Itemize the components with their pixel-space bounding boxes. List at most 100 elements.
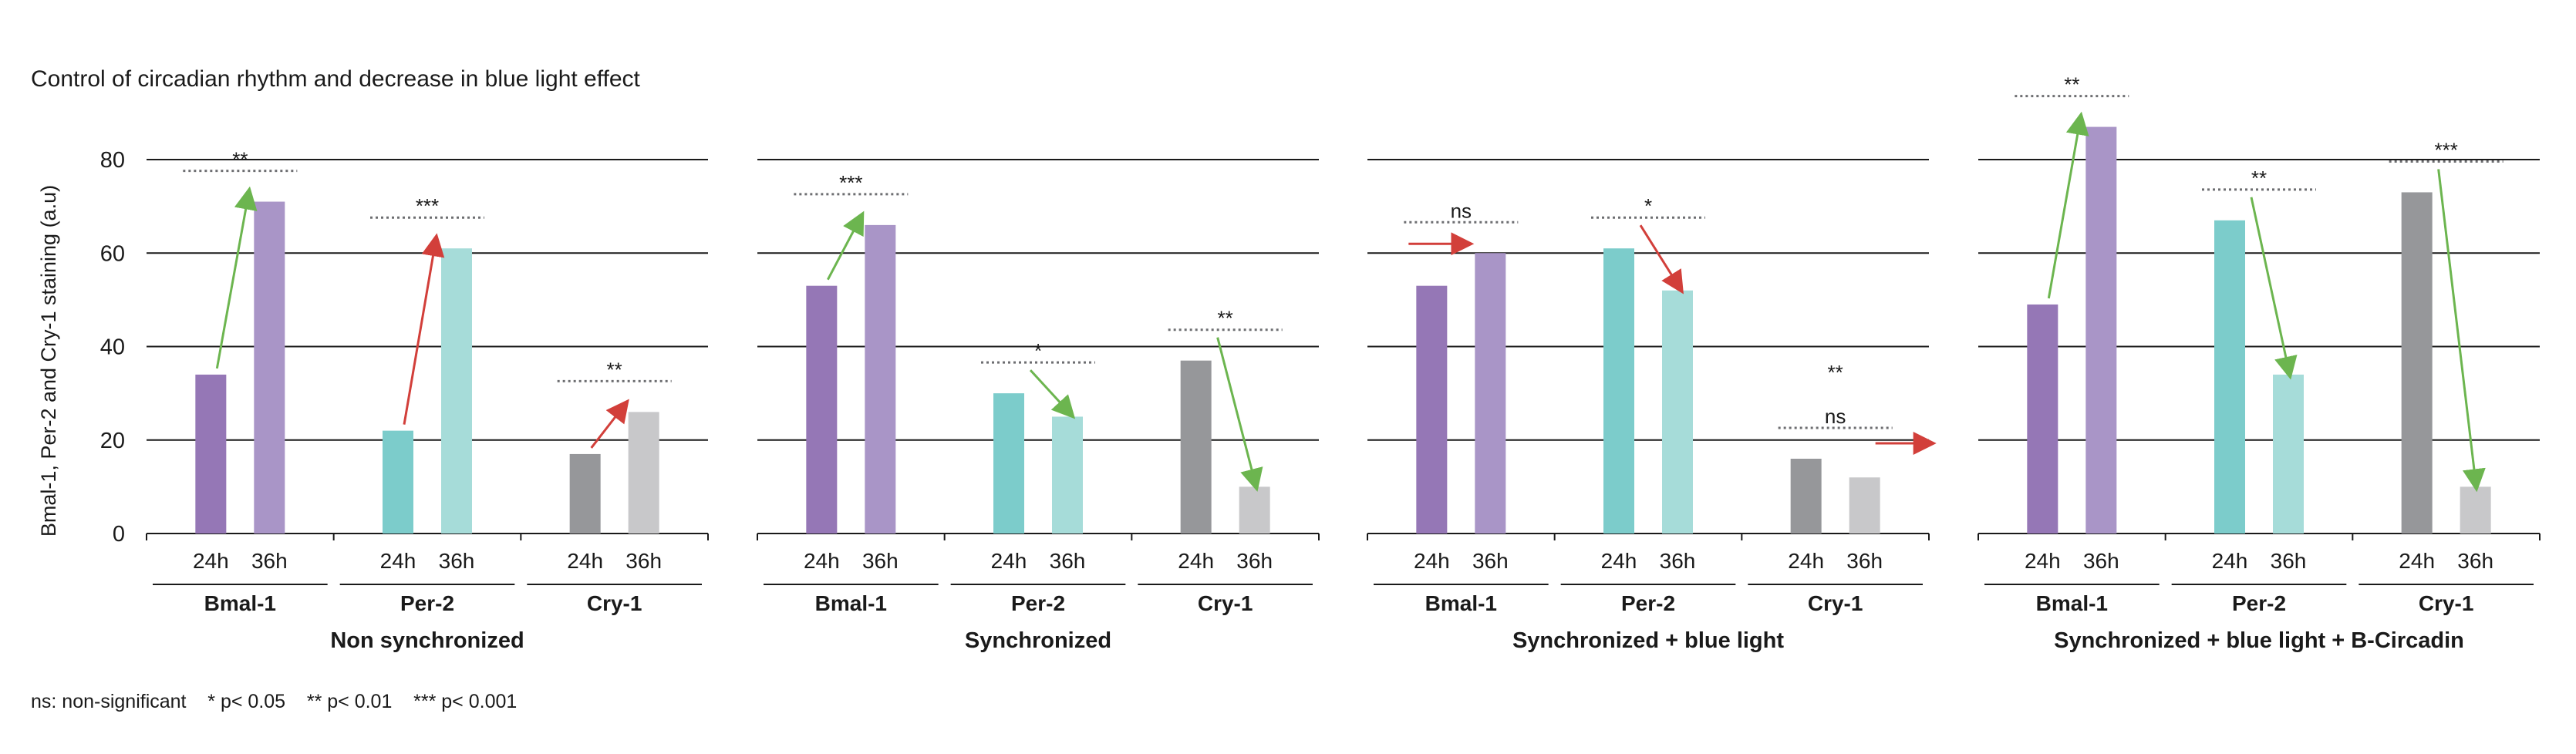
x-tick-label: 36h xyxy=(251,549,288,573)
significance-label: ns xyxy=(1451,199,1472,222)
y-ticks: 0 20 40 60 80 xyxy=(100,148,125,547)
panel-label: Synchronized + blue light xyxy=(1512,628,1784,653)
significance-label: * xyxy=(1644,194,1652,217)
x-tick-label: 36h xyxy=(1236,549,1273,573)
group-label: Bmal-1 xyxy=(1425,591,1497,615)
group-label: Bmal-1 xyxy=(815,591,887,615)
bar xyxy=(1603,248,1634,534)
x-tick-label: 36h xyxy=(1660,549,1696,573)
x-tick-label: 24h xyxy=(991,549,1027,573)
panel-label: Non synchronized xyxy=(330,628,524,653)
group-label: Bmal-1 xyxy=(204,591,276,615)
trend-arrow xyxy=(2437,169,2486,493)
bar xyxy=(383,430,413,534)
group-label: Per-2 xyxy=(1621,591,1675,615)
bar xyxy=(1239,486,1270,534)
group-label: Cry-1 xyxy=(587,591,642,615)
bar xyxy=(1416,285,1448,534)
x-tick-label: 24h xyxy=(1788,549,1824,573)
panel-label: Synchronized xyxy=(965,628,1111,653)
bar xyxy=(806,285,838,534)
bar xyxy=(1475,253,1506,534)
trend-arrow xyxy=(1029,369,1076,419)
significance-label: *** xyxy=(839,171,862,194)
trend-arrow xyxy=(590,399,629,449)
y-axis-label: Bmal-1, Per-2 and Cry-1 staining (a.u) xyxy=(37,185,60,537)
x-tick-label: 36h xyxy=(2457,549,2493,573)
panel: 24h 36h Bmal-1 ** 24h 36h Per-2 *** 24h 36h Cry-1 *… xyxy=(146,148,709,653)
bar xyxy=(2027,304,2058,534)
x-tick-label: 24h xyxy=(2212,549,2248,573)
bar xyxy=(441,248,472,534)
significance-label: ** xyxy=(2064,73,2079,96)
x-tick-label: 24h xyxy=(567,549,603,573)
trend-arrow xyxy=(215,186,258,369)
group-label: Per-2 xyxy=(400,591,454,615)
x-tick-label: 36h xyxy=(1472,549,1509,573)
y-tick-label: 0 xyxy=(113,522,125,547)
bar xyxy=(254,201,285,534)
trend-arrow xyxy=(2250,197,2298,380)
x-tick-label: 24h xyxy=(193,549,229,573)
bar xyxy=(628,412,659,534)
significance-label: ** xyxy=(1828,361,1843,384)
group-label: Per-2 xyxy=(2232,591,2286,615)
y-tick-label: 60 xyxy=(100,241,125,266)
bar xyxy=(1849,477,1880,534)
bar xyxy=(2214,220,2245,534)
significance-label: ** xyxy=(2251,167,2267,190)
group-label: Cry-1 xyxy=(2419,591,2474,615)
bar xyxy=(865,224,896,534)
x-tick-label: 36h xyxy=(625,549,662,573)
x-tick-label: 36h xyxy=(2083,549,2119,573)
significance-label: *** xyxy=(2434,138,2457,161)
y-tick-label: 40 xyxy=(100,335,125,360)
bar xyxy=(1180,360,1212,534)
x-tick-label: 36h xyxy=(1050,549,1086,573)
panel: 24h 36h Bmal-1 *** 24h 36h Per-2 * 24h 36h Cry-1 **… xyxy=(757,159,1320,653)
bar xyxy=(993,393,1024,534)
y-tick-label: 20 xyxy=(100,429,125,453)
significance-label: ** xyxy=(1218,307,1233,330)
chart-title: Control of circadian rhythm and decrease… xyxy=(31,66,641,92)
x-tick-label: 36h xyxy=(862,549,899,573)
x-tick-label: 24h xyxy=(2025,549,2061,573)
panel-label: Synchronized + blue light + B-Circadin xyxy=(2054,628,2464,653)
significance-label: ** xyxy=(232,148,248,171)
group-label: Bmal-1 xyxy=(2036,591,2108,615)
bar xyxy=(195,374,227,534)
trend-arrow xyxy=(1639,224,1684,295)
footnote: ns: non-significant * p< 0.05 ** p< 0.01… xyxy=(31,691,517,712)
x-tick-label: 24h xyxy=(1414,549,1450,573)
trend-arrow xyxy=(827,210,865,281)
y-tick-label: 80 xyxy=(100,148,125,173)
x-tick-label: 24h xyxy=(1178,549,1214,573)
panel: 24h 36h Bmal-1 ns 24h 36h Per-2 * 24h 36h Cry-1 ns *… xyxy=(1367,159,1937,653)
bar xyxy=(1052,416,1083,534)
significance-label: *** xyxy=(416,194,439,217)
x-tick-label: 24h xyxy=(1601,549,1637,573)
bar xyxy=(1662,290,1693,534)
x-tick-label: 24h xyxy=(2399,549,2435,573)
bar xyxy=(569,453,601,534)
significance-label: * xyxy=(1034,339,1042,362)
group-label: Cry-1 xyxy=(1808,591,1863,615)
trend-arrow xyxy=(403,233,445,425)
x-tick-label: 36h xyxy=(439,549,475,573)
bar xyxy=(2460,486,2491,534)
x-tick-label: 24h xyxy=(804,549,840,573)
x-tick-label: 36h xyxy=(1846,549,1883,573)
trend-arrow xyxy=(1216,337,1263,492)
group-label: Per-2 xyxy=(1011,591,1065,615)
bar xyxy=(2273,374,2304,534)
trend-arrow xyxy=(2047,111,2089,299)
x-tick-label: 36h xyxy=(2271,549,2307,573)
bar xyxy=(1790,459,1822,534)
group-label: Cry-1 xyxy=(1198,591,1253,615)
bar xyxy=(2085,126,2117,534)
significance-label: ns xyxy=(1825,405,1846,428)
bar xyxy=(2401,192,2433,534)
panel: 24h 36h Bmal-1 ** 24h 36h Per-2 ** 24h 36h Cry-1 **… xyxy=(1978,73,2541,653)
